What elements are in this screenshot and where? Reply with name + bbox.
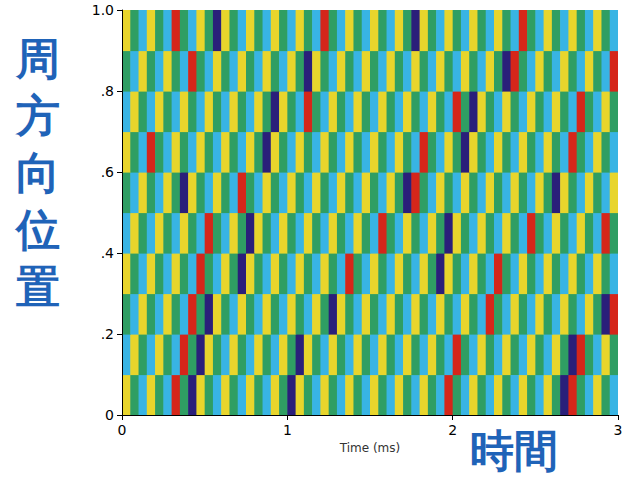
svg-text:1: 1 <box>283 422 292 438</box>
svg-text:位: 位 <box>14 204 60 255</box>
svg-text:時間: 時間 <box>470 425 558 476</box>
svg-text:.6: .6 <box>101 164 114 180</box>
svg-text:0: 0 <box>105 407 114 423</box>
svg-text:0: 0 <box>118 422 127 438</box>
svg-text:向: 向 <box>16 147 60 198</box>
svg-text:3: 3 <box>614 422 623 438</box>
svg-text:2: 2 <box>448 422 457 438</box>
svg-text:.4: .4 <box>101 245 114 261</box>
svg-text:Time (ms): Time (ms) <box>339 441 401 455</box>
svg-text:.8: .8 <box>101 83 114 99</box>
svg-text:置: 置 <box>16 261 60 312</box>
svg-text:.2: .2 <box>101 326 114 342</box>
svg-text:方: 方 <box>15 90 60 141</box>
svg-text:1.0: 1.0 <box>92 2 114 18</box>
svg-text:周: 周 <box>15 33 60 84</box>
